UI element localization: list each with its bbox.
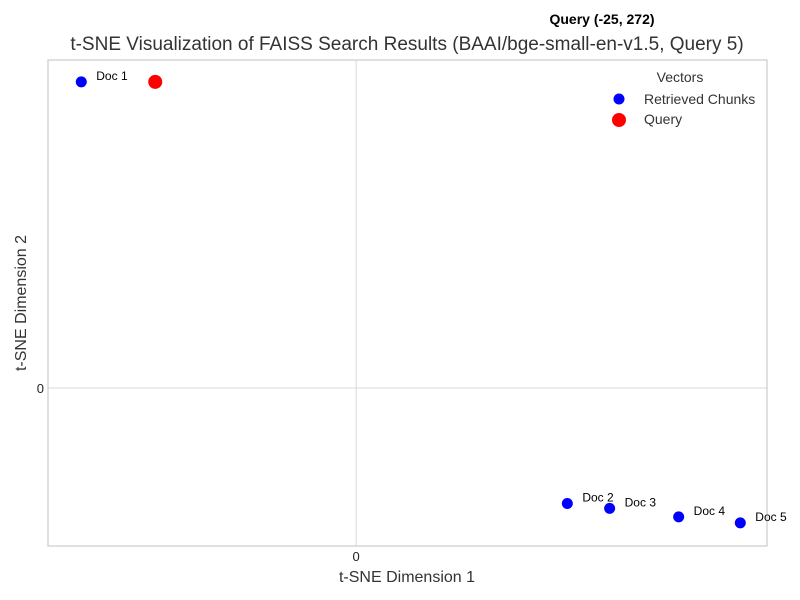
point-label: Doc 5: [755, 510, 787, 524]
chart-title: t-SNE Visualization of FAISS Search Resu…: [70, 34, 743, 55]
legend-label-query: Query: [644, 111, 682, 127]
y-tick-label: 0: [37, 381, 44, 396]
legend-label-retrieved-chunks: Retrieved Chunks: [644, 91, 755, 107]
point-label: Doc 2: [582, 490, 614, 504]
query-annotation: Query (-25, 272): [549, 11, 654, 27]
x-tick-label: 0: [353, 549, 360, 564]
tick-labels: 00: [37, 381, 360, 564]
point-label: Doc 4: [694, 504, 726, 518]
data-points: [75, 74, 746, 529]
legend-marker-query: [612, 113, 626, 127]
retrieved-chunk-point: [75, 76, 87, 88]
legend-marker-retrieved-chunks: [613, 93, 625, 105]
legend: Vectors Retrieved Chunks Query: [612, 69, 755, 127]
retrieved-chunk-point: [734, 517, 746, 529]
point-label: Doc 3: [625, 495, 657, 509]
query-point: [148, 74, 163, 89]
plot-area: [48, 60, 767, 546]
point-label: Doc 1: [96, 69, 128, 83]
legend-title: Vectors: [657, 69, 704, 85]
x-axis-label: t-SNE Dimension 1: [339, 569, 475, 586]
retrieved-chunk-point: [561, 497, 573, 509]
retrieved-chunk-point: [604, 502, 616, 514]
y-axis-label: t-SNE Dimension 2: [13, 235, 30, 371]
point-labels: Doc 1 Doc 2 Doc 3 Doc 4 Doc 5: [96, 69, 787, 524]
retrieved-chunk-point: [673, 511, 685, 523]
grid: [48, 60, 767, 546]
plot-frame: [47, 59, 768, 547]
